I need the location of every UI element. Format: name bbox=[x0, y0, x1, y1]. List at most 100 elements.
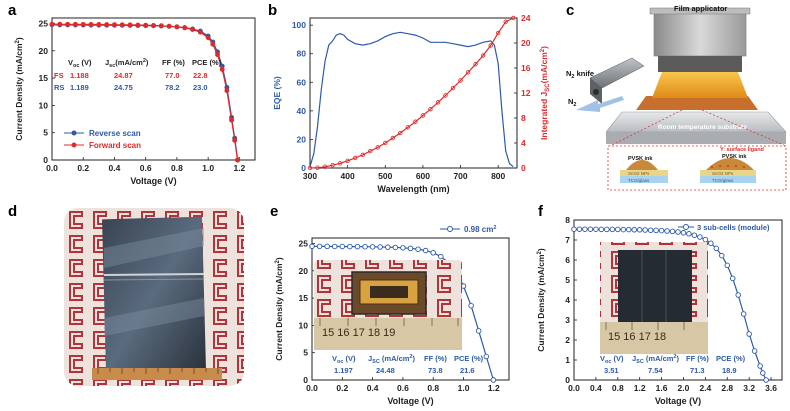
chart-a-point bbox=[182, 25, 188, 31]
table-row-rs-label: RS bbox=[54, 83, 64, 92]
legend-marker-f bbox=[683, 224, 689, 230]
legend-marker-reverse bbox=[71, 130, 77, 136]
chart-b-point bbox=[428, 107, 433, 112]
chart-b: 300 400 500 600 700 800020406080100Wavelength… bbox=[272, 13, 551, 194]
panel-letter-c: c bbox=[566, 2, 575, 19]
chart-b-point bbox=[345, 158, 350, 164]
chart-a-point bbox=[210, 41, 216, 47]
chart-b-xtick-label: 500 bbox=[378, 171, 392, 181]
table-f-header-pce: PCE (%) bbox=[716, 354, 746, 363]
panel-letter-b: b bbox=[268, 2, 278, 19]
chart-b-ytick-label: 0 bbox=[301, 163, 306, 173]
chart-e-point bbox=[392, 244, 399, 251]
chart-a-point bbox=[96, 22, 102, 27]
chart-f-point bbox=[604, 226, 610, 233]
chart-b-ylabel: EQE (%) bbox=[272, 76, 282, 110]
chart-a-xtick-label: 0.0 bbox=[46, 163, 58, 173]
chart-f: 0.0 0.4 0.8 1.2 1.6 2.0 2.4 2.8 3.2 3.6 0 1 2 3 4 5 6 7 8 V… bbox=[536, 215, 783, 406]
chart-b-point bbox=[330, 162, 335, 168]
ruler-e-numbers: 15 16 17 18 19 bbox=[322, 327, 395, 339]
module-glass bbox=[102, 216, 206, 372]
table-f-voc: 3.51 bbox=[604, 366, 619, 375]
chart-f-point bbox=[647, 227, 654, 233]
panel-letter-f: f bbox=[538, 203, 543, 220]
ink-film bbox=[652, 72, 748, 98]
stack-right: Y: surface ligand PVSK ink SnO2 NPs TCO/… bbox=[700, 147, 764, 183]
chart-a-xtick-label: 0.8 bbox=[171, 163, 183, 173]
chart-f-xtick-label: 1.6 bbox=[656, 383, 668, 393]
chart-e-point bbox=[415, 246, 421, 252]
chart-b-ylabel2: Integrated JSC(mA/cm2) bbox=[539, 46, 551, 140]
label-sno2-left: SnO2 NPs bbox=[628, 171, 650, 176]
chart-a-point bbox=[158, 23, 164, 29]
legend-label-f: 3 sub-cells (module) bbox=[697, 223, 770, 232]
chart-f-point bbox=[658, 227, 665, 234]
table-row-rs-pce: 23.0 bbox=[193, 83, 208, 92]
chart-e-legend: 0.98 cm2 bbox=[440, 225, 496, 234]
chart-b-y2tick-label: 12 bbox=[521, 88, 531, 98]
chart-a-ytick-label: 5 bbox=[43, 128, 48, 138]
chart-e-point bbox=[407, 245, 414, 252]
chart-f-point bbox=[669, 228, 676, 235]
ruler-f-numbers: 15 16 17 18 bbox=[608, 331, 666, 343]
label-sno2-right: SnO2 NPs bbox=[712, 171, 734, 176]
label-n2-knife: N2 knife bbox=[566, 69, 594, 80]
chart-b-point bbox=[398, 130, 403, 136]
chart-b-xtick-label: 800 bbox=[491, 171, 505, 181]
table-row-fs-label: FS bbox=[54, 71, 64, 80]
table-row-rs-ff: 78.2 bbox=[165, 83, 180, 92]
chart-e-xtick-label: 0.2 bbox=[336, 383, 348, 393]
chart-b-ytick-label: 80 bbox=[297, 49, 307, 59]
chart-b-point bbox=[458, 78, 463, 83]
chart-a-ytick-label: 0 bbox=[43, 155, 48, 165]
chart-a-point bbox=[119, 22, 125, 28]
chart-f-ytick-label: 0 bbox=[565, 375, 570, 385]
chart-e-xtick-label: 0.6 bbox=[397, 383, 409, 393]
chart-a: 0.0 0.2 0.4 0.6 0.8 1.0 1.2 0 5 10 15 20 25 Voltage (… bbox=[14, 17, 256, 186]
chart-e-xtick-label: 1.2 bbox=[488, 383, 500, 393]
chart-f-table: Voc (V) JSC (mA/cm2) FF (%) PCE (%) 3.51… bbox=[600, 354, 746, 375]
chart-f-point bbox=[620, 226, 627, 233]
chart-f-xtick-label: 0.4 bbox=[590, 383, 602, 393]
table-row-fs-pce: 22.8 bbox=[193, 71, 208, 80]
chart-e-point bbox=[347, 243, 353, 250]
panel-letter-d: d bbox=[8, 203, 18, 220]
chart-e-ytick-label: 25 bbox=[299, 238, 309, 248]
chart-b-point bbox=[488, 43, 493, 48]
chart-e-point bbox=[369, 244, 376, 250]
chart-a-point bbox=[112, 22, 117, 28]
chart-a-xtick-label: 1.0 bbox=[202, 163, 214, 173]
label-tco-right: TCO/glass bbox=[712, 178, 734, 183]
module-f-glass bbox=[618, 250, 692, 322]
chart-b-series-line-0 bbox=[309, 31, 514, 168]
chart-f-point bbox=[664, 228, 670, 234]
chart-b-point bbox=[435, 100, 441, 105]
table-f-pce: 18.9 bbox=[722, 366, 737, 375]
chart-f-ytick-label: 7 bbox=[565, 235, 570, 245]
chart-b-ytick-label: 60 bbox=[297, 77, 307, 87]
chart-b-point bbox=[405, 125, 411, 130]
chart-f-ytick-label: 2 bbox=[565, 335, 570, 345]
chart-a-point bbox=[205, 35, 211, 41]
chart-e-point bbox=[377, 244, 383, 250]
chart-a-table: Voc (V) Jsc(mA/cm2) FF (%) PCE (%) FS 1.… bbox=[54, 58, 222, 92]
chart-a-point bbox=[229, 117, 235, 123]
chart-e-point bbox=[362, 243, 368, 250]
chart-b-point bbox=[383, 140, 388, 146]
label-surface-ligand: Y: surface ligand bbox=[720, 147, 764, 153]
table-e-header-ff: FF (%) bbox=[424, 354, 447, 363]
chart-e-table: Voc (V) JSC (mA/cm2) FF (%) PCE (%) 1.19… bbox=[332, 354, 484, 375]
table-e-jsc: 24.48 bbox=[376, 366, 395, 375]
chart-f-xtick-label: 3.2 bbox=[743, 383, 755, 393]
chart-a-xtick-label: 1.2 bbox=[233, 163, 245, 173]
label-tco-left: TCO/glass bbox=[628, 178, 650, 183]
chart-a-ytick-label: 10 bbox=[39, 100, 49, 110]
chart-a-point bbox=[57, 21, 63, 27]
chart-e-point bbox=[316, 243, 323, 250]
chart-f-point bbox=[680, 230, 687, 236]
chart-b-point bbox=[420, 113, 426, 118]
chart-e-point bbox=[438, 253, 444, 260]
chart-f-point bbox=[615, 226, 621, 233]
chart-f-point bbox=[675, 229, 681, 235]
chart-e-xtick-label: 0.4 bbox=[367, 383, 379, 393]
